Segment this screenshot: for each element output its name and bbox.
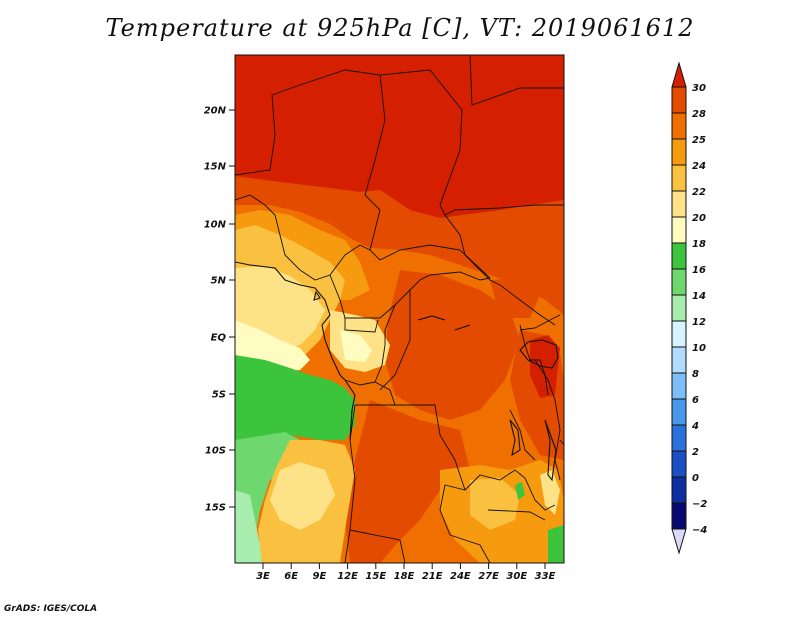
colorbar-swatch	[671, 268, 687, 296]
lat-label: 5S	[212, 390, 226, 401]
colorbar-label: 0	[692, 473, 699, 484]
colorbar-swatch	[671, 112, 687, 140]
colorbar-swatch	[671, 216, 687, 244]
lon-label: 21E	[422, 571, 443, 582]
colorbar-label: −4	[692, 525, 707, 536]
lat-label: 20N	[204, 106, 227, 117]
colorbar-label: −2	[692, 499, 707, 510]
colorbar-swatch	[671, 138, 687, 166]
colorbar-label: 6	[692, 395, 699, 406]
colorbar-label: 10	[692, 343, 706, 354]
lon-label: 27E	[478, 571, 499, 582]
colorbar-swatch	[671, 502, 687, 530]
colorbar-swatch	[671, 424, 687, 452]
lon-label: 33E	[535, 571, 556, 582]
lon-label: 15E	[365, 571, 386, 582]
colorbar-label: 12	[692, 317, 706, 328]
lat-label: 10N	[204, 220, 227, 231]
colorbar-top-arrow	[671, 61, 687, 88]
coastline	[235, 261, 559, 482]
colorbar-label: 24	[692, 161, 706, 172]
colorbar-swatch	[671, 320, 687, 348]
colorbar-swatch	[671, 86, 687, 114]
colorbar-swatch	[671, 398, 687, 426]
colorbar-swatch	[671, 294, 687, 322]
colorbar-swatch	[671, 476, 687, 504]
credit-text: GrADS: IGES/COLA	[4, 604, 98, 614]
colorbar-label: 16	[692, 265, 706, 276]
colorbar-label: 25	[692, 135, 706, 146]
lat-label: 15S	[205, 503, 226, 514]
colorbar-label: 14	[692, 291, 706, 302]
colorbar-label: 28	[692, 109, 706, 120]
lat-label: EQ	[211, 333, 227, 344]
lat-label: 10S	[205, 446, 226, 457]
lon-label: 3E	[256, 571, 270, 582]
colorbar-label: 20	[692, 213, 706, 224]
lon-label: 18E	[394, 571, 415, 582]
longitude-axis: 3E 6E 9E 12E 15E 18E 21E 24E 27E 30E 33E	[256, 563, 556, 582]
colorbar-label: 30	[692, 83, 706, 94]
colorbar-label: 22	[692, 187, 706, 198]
colorbar-swatch	[671, 242, 687, 270]
lat-label: 5N	[211, 276, 227, 287]
latitude-axis: 20N 15N 10N 5N EQ 5S 10S 15S	[204, 106, 235, 514]
colorbar-swatch	[671, 190, 687, 218]
map-frame	[234, 54, 565, 564]
lon-label: 30E	[506, 571, 527, 582]
colorbar-swatch	[671, 164, 687, 192]
colorbar-label: 4	[691, 421, 699, 432]
colorbar-label: 18	[692, 239, 706, 250]
lon-label: 12E	[337, 571, 358, 582]
colorbar-label: 8	[692, 369, 699, 380]
lon-label: 9E	[313, 571, 327, 582]
colorbar-swatch	[671, 450, 687, 478]
colorbar-swatch	[671, 372, 687, 400]
map-title: Temperature at 925hPa [C], VT: 201906161…	[105, 14, 695, 42]
colorbar-bottom-arrow	[671, 528, 687, 555]
temperature-field	[235, 55, 564, 563]
country-borders	[235, 55, 564, 563]
colorbar-label: 2	[692, 447, 699, 458]
lon-label: 6E	[284, 571, 298, 582]
lon-label: 24E	[450, 571, 471, 582]
colorbar-swatch	[671, 346, 687, 374]
lat-label: 15N	[204, 162, 227, 173]
